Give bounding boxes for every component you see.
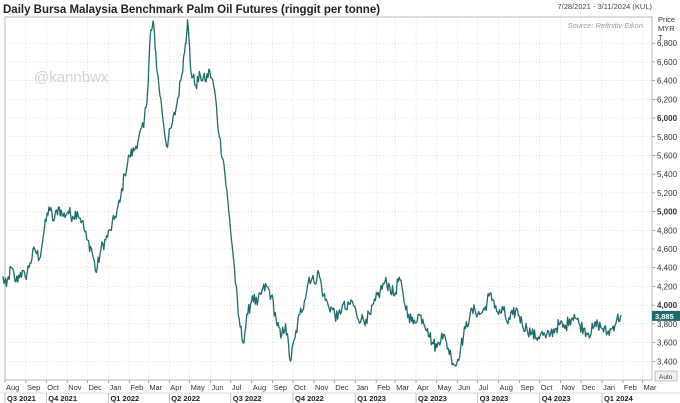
x-month-label: Nov: [68, 383, 82, 392]
x-month-label: Jan: [109, 383, 121, 392]
x-quarter-label: Q2 2023: [418, 394, 447, 403]
x-quarter-label: Q3 2022: [233, 394, 262, 403]
y-axis-header: Price MYR T: [658, 15, 675, 42]
y-tick-label: 5,400: [657, 170, 678, 179]
x-quarter-label: Q2 2022: [171, 394, 200, 403]
y-tick-label: 4,400: [657, 264, 678, 273]
x-month-label: Oct: [47, 383, 60, 392]
x-quarter-label: Q4 2021: [48, 394, 77, 403]
watermark: @kannbwx: [34, 69, 109, 86]
x-month-label: May: [437, 383, 451, 392]
x-month-label: Dec: [582, 383, 596, 392]
x-month-label: Nov: [315, 383, 329, 392]
auto-scale-control[interactable]: Auto: [654, 370, 678, 382]
x-month-label: Aug: [253, 383, 266, 392]
y-tick-label: 3,400: [657, 357, 678, 366]
x-axis: Aug Sep Oct Nov Dec Jan Feb Mar Apr May Jun Jul Aug S…: [0, 380, 680, 403]
x-month-label: Feb: [130, 383, 143, 392]
x-month-label: May: [191, 383, 205, 392]
x-month-label: Sep: [520, 383, 533, 392]
price-series-line: [2, 19, 622, 367]
x-month-label: Jun: [458, 383, 470, 392]
y-tick-label: 6,800: [657, 39, 678, 48]
x-month-label: Apr: [170, 383, 182, 392]
y-tick-label: 3,800: [657, 320, 678, 329]
x-quarter-label: Q1 2022: [110, 394, 139, 403]
y-tick-label: 5,600: [657, 151, 678, 160]
y-tick-label: 5,800: [657, 133, 678, 142]
plot-frame: [4, 16, 653, 381]
x-month-label: Aug: [500, 383, 513, 392]
current-value-box: [652, 310, 680, 321]
x-month-label: Aug: [6, 383, 19, 392]
series-layer: [2, 19, 622, 367]
x-month-label: Jan: [603, 383, 615, 392]
x-quarter-label: Q3 2021: [7, 394, 36, 403]
x-month-label: Mar: [149, 383, 162, 392]
x-month-label: Jun: [212, 383, 224, 392]
y-tick-label: 6,400: [657, 77, 678, 86]
x-month-label: Feb: [624, 383, 637, 392]
x-month-label: Feb: [377, 383, 390, 392]
y-tick-label: 4,600: [657, 245, 678, 254]
x-month-label: Dec: [88, 383, 102, 392]
date-range: 7/28/2021 - 3/11/2024 (KUL): [557, 2, 652, 11]
y-tick-label: 4,800: [657, 226, 678, 235]
x-month-label: Jul: [479, 383, 489, 392]
x-month-label: Mar: [644, 383, 657, 392]
y-header-price: Price: [658, 15, 675, 24]
x-month-label: Oct: [294, 383, 307, 392]
x-month-label: Mar: [396, 383, 409, 392]
current-value-label: 3,885: [655, 312, 674, 321]
x-quarter-label: Q1 2023: [357, 394, 386, 403]
x-month-label: Oct: [541, 383, 554, 392]
y-tick-label: 3,600: [657, 339, 678, 348]
y-tick-label: 4,000: [657, 301, 678, 310]
y-tick-label: 5,000: [657, 208, 678, 217]
x-month-label: Jan: [356, 383, 368, 392]
x-quarter-label: Q1 2024: [604, 394, 634, 403]
x-month-label: Sep: [274, 383, 287, 392]
x-month-label: Jul: [232, 383, 242, 392]
x-month-label: Sep: [27, 383, 40, 392]
x-quarter-label: Q4 2023: [542, 394, 571, 403]
y-tick-label: 5,200: [657, 189, 678, 198]
current-value-marker: 3,885: [652, 310, 680, 321]
x-quarter-label: Q3 2023: [480, 394, 509, 403]
y-header-unit: T: [658, 33, 663, 42]
auto-scale-label: Auto: [659, 374, 673, 381]
y-tick-label: 6,200: [657, 95, 678, 104]
y-tick-label: 6,000: [657, 114, 678, 123]
x-month-label: Dec: [335, 383, 349, 392]
y-axis: 3,400 3,600 3,800 4,000 4,200 4,400 4,600 4,800…: [652, 39, 678, 366]
y-tick-label: 6,600: [657, 58, 678, 67]
auto-scale-button[interactable]: [654, 370, 678, 382]
x-month-label: Nov: [562, 383, 576, 392]
x-quarter-label: Q4 2022: [295, 394, 324, 403]
chart-title: Daily Bursa Malaysia Benchmark Palm Oil …: [3, 4, 380, 16]
x-month-label: Apr: [417, 383, 429, 392]
y-tick-label: 4,200: [657, 282, 678, 291]
y-header-currency: MYR: [658, 24, 675, 33]
source-note: Source: Refinitiv Eikon: [568, 21, 643, 30]
